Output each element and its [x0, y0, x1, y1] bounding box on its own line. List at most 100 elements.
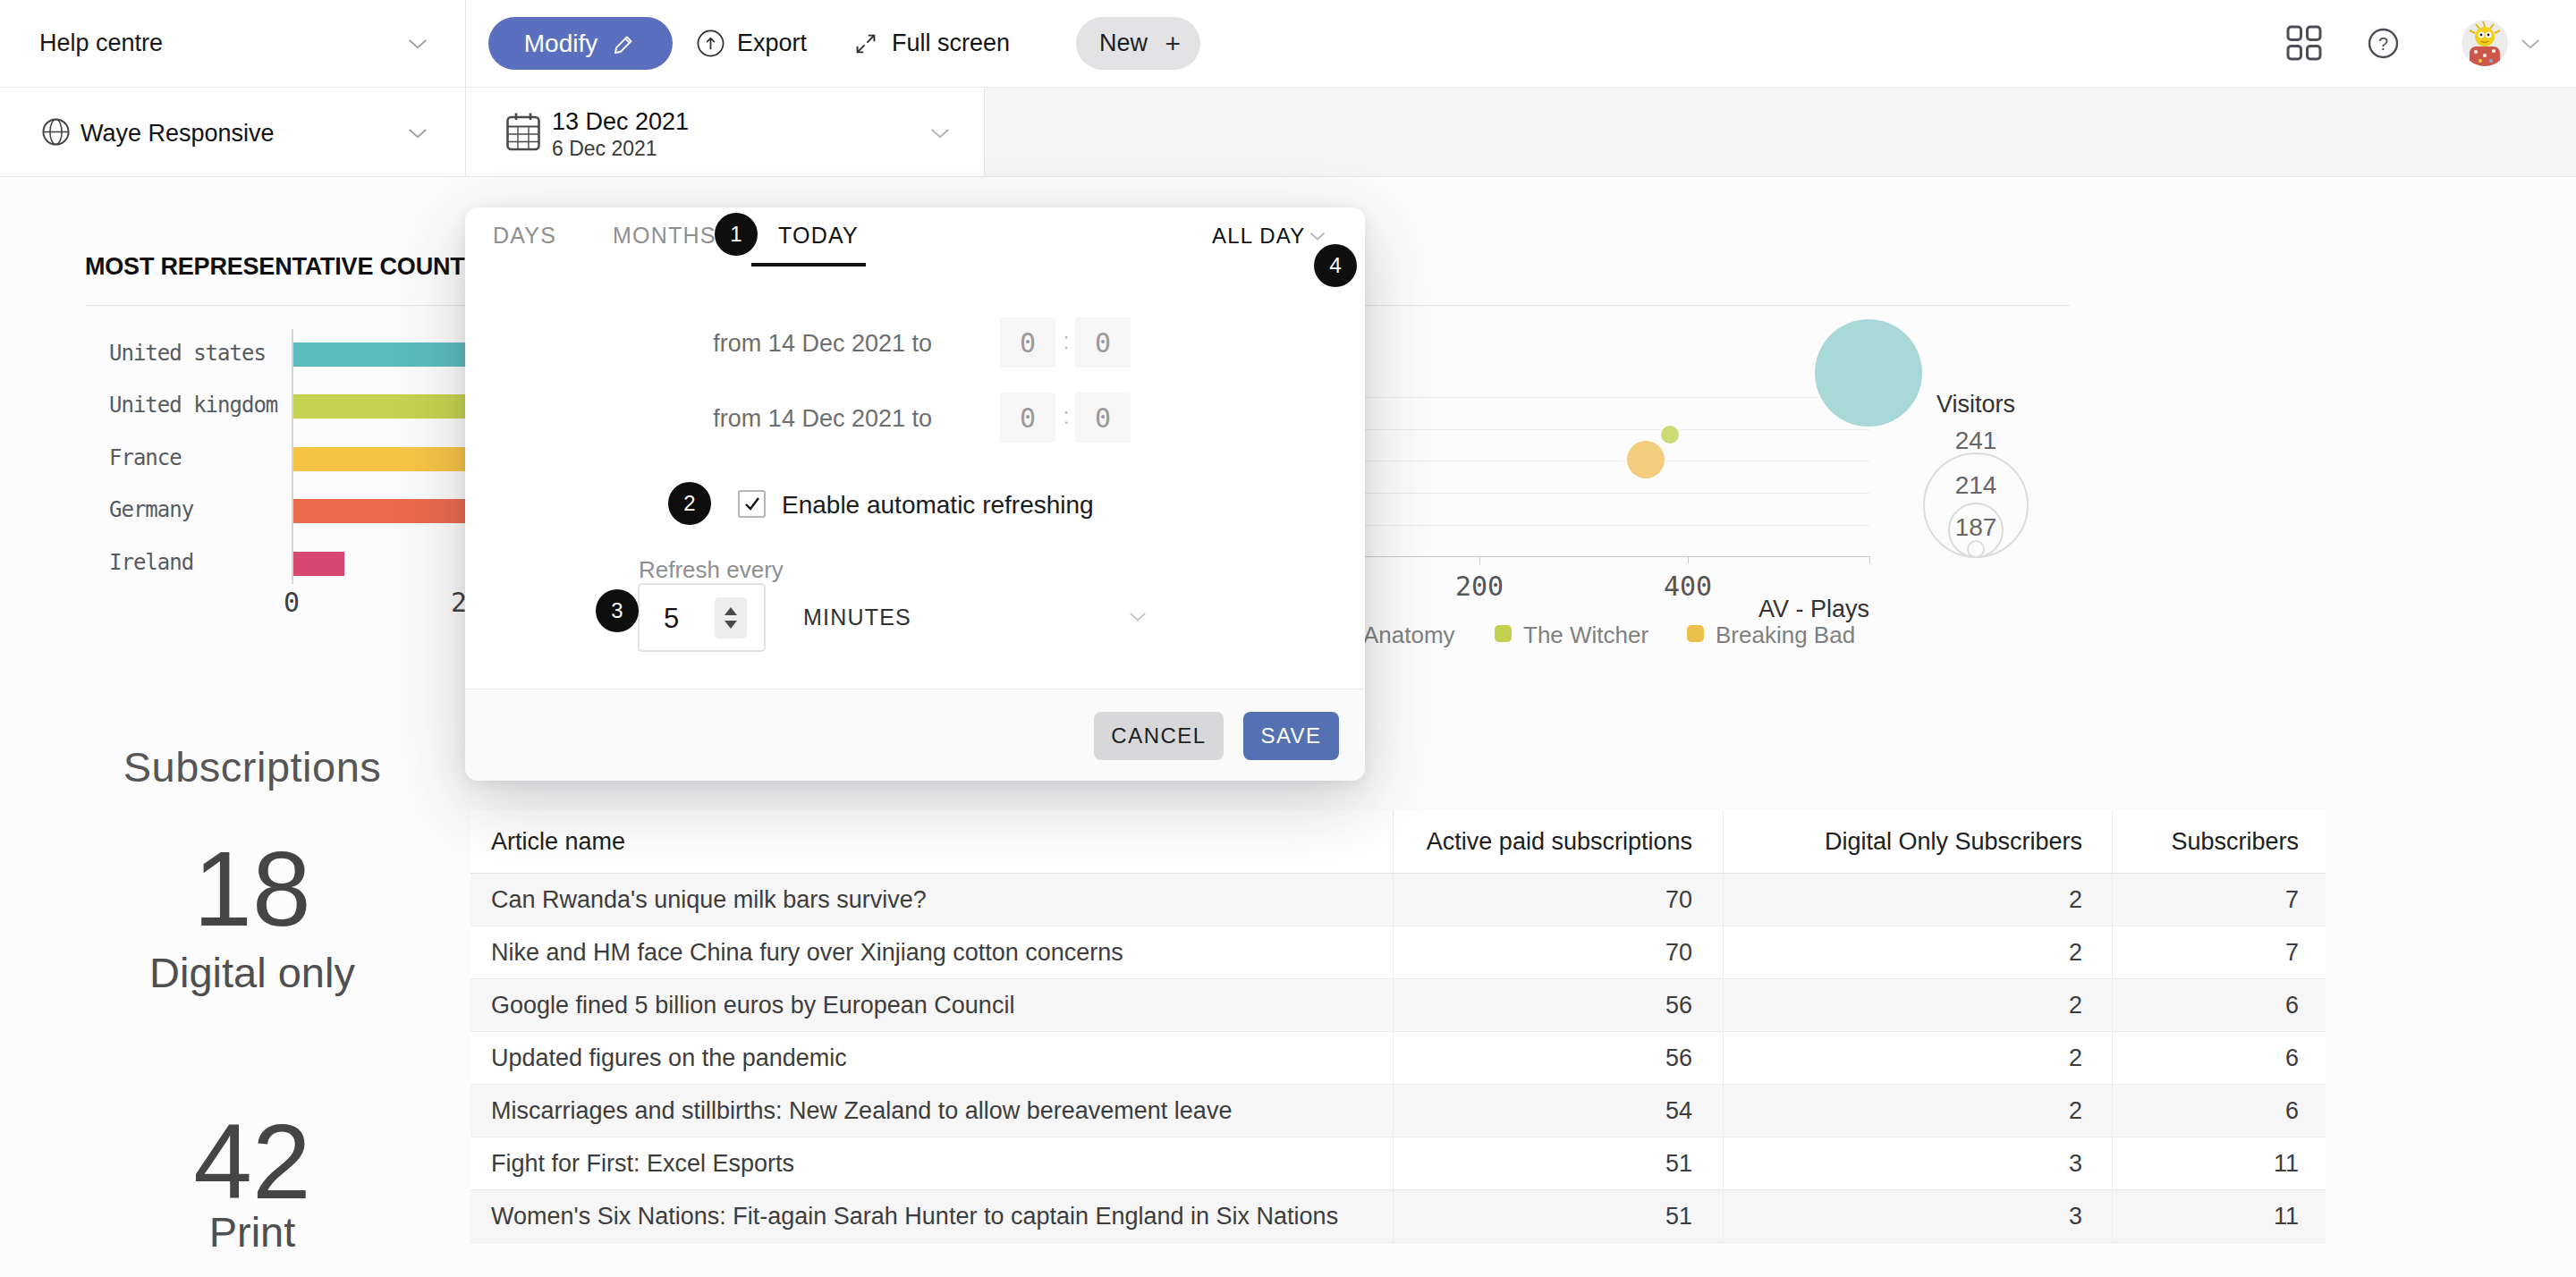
- new-label: New: [1099, 30, 1148, 57]
- legend-label[interactable]: Breaking Bad: [1716, 622, 1855, 649]
- auto-refresh-label: Enable automatic refreshing: [782, 491, 1094, 520]
- column-header: Article name: [470, 828, 1393, 856]
- refresh-unit-select[interactable]: MINUTES: [803, 605, 911, 630]
- size-legend-value: 214: [1886, 471, 2065, 500]
- table-body: Can Rwanda's unique milk bars survive?70…: [470, 874, 2326, 1243]
- page: Help centre Modify Export Full screen Ne…: [0, 0, 2576, 1277]
- help-icon[interactable]: ?: [2367, 27, 2400, 63]
- table-header: Article name Active paid subscriptions D…: [470, 810, 2326, 874]
- help-centre-menu[interactable]: Help centre: [39, 30, 163, 57]
- sub-bar-filler: [985, 88, 2576, 176]
- refresh-value-input[interactable]: 5: [638, 583, 766, 652]
- date-range-picker[interactable]: 13 Dec 2021 6 Dec 2021: [465, 88, 984, 176]
- value-cell: 11: [2112, 1137, 2326, 1189]
- date-secondary: 6 Dec 2021: [552, 137, 657, 161]
- table-row: Updated figures on the pandemic5626: [470, 1032, 2326, 1085]
- avatar[interactable]: [2462, 20, 2508, 70]
- pencil-icon: [612, 31, 637, 56]
- value-cell: 2: [1723, 874, 2112, 926]
- dialog-footer: CANCEL SAVE: [465, 689, 1365, 781]
- minute-input[interactable]: 0: [1075, 393, 1131, 443]
- bubble-x-axis: [1362, 556, 1869, 557]
- size-legend-title: Visitors: [1886, 391, 2065, 419]
- auto-refresh-checkbox[interactable]: [738, 490, 766, 518]
- stepper-down-icon[interactable]: [724, 620, 738, 630]
- chevron-down-icon[interactable]: [408, 127, 428, 143]
- value-cell: 2: [1723, 1032, 2112, 1084]
- gridline: [1362, 493, 1869, 494]
- value-cell: 6: [2112, 1085, 2326, 1137]
- article-name-cell: Nike and HM face China fury over Xinjian…: [470, 939, 1393, 967]
- value-cell: 51: [1393, 1190, 1723, 1242]
- article-name-cell: Women's Six Nations: Fit-again Sarah Hun…: [470, 1203, 1393, 1230]
- refresh-every-label: Refresh every: [639, 556, 784, 584]
- globe-icon: [41, 117, 71, 150]
- value-cell: 3: [1723, 1137, 2112, 1189]
- apps-grid-icon[interactable]: [2286, 25, 2322, 64]
- bubble: [1627, 441, 1665, 478]
- legend-label[interactable]: The Witcher: [1523, 622, 1648, 649]
- table-row: Nike and HM face China fury over Xinjian…: [470, 926, 2326, 979]
- export-button[interactable]: Export: [696, 0, 807, 87]
- value-cell: 54: [1393, 1085, 1723, 1137]
- site-selector[interactable]: Waye Responsive: [80, 120, 275, 148]
- save-button[interactable]: SAVE: [1243, 712, 1339, 760]
- hour-input[interactable]: 0: [1000, 393, 1055, 443]
- bubble-x-axis-label: AV - Plays: [1690, 596, 1869, 623]
- column-header: Active paid subscriptions: [1393, 810, 1723, 873]
- top-bar: Help centre Modify Export Full screen Ne…: [0, 0, 2576, 88]
- cancel-button[interactable]: CANCEL: [1094, 712, 1224, 760]
- chevron-down-icon[interactable]: [408, 38, 428, 54]
- stepper[interactable]: [715, 597, 747, 638]
- table-row: Women's Six Nations: Fit-again Sarah Hun…: [470, 1190, 2326, 1243]
- divider: [984, 88, 985, 176]
- article-name-cell: Can Rwanda's unique milk bars survive?: [470, 886, 1393, 914]
- tab-days[interactable]: DAYS: [493, 223, 556, 249]
- chevron-down-icon[interactable]: [1129, 610, 1147, 626]
- sub-bar: Waye Responsive 13 Dec 2021 6 Dec 2021: [0, 88, 2576, 177]
- value-cell: 56: [1393, 1032, 1723, 1084]
- value-cell: 6: [2112, 1032, 2326, 1084]
- gridline: [1362, 397, 1869, 398]
- chevron-down-icon[interactable]: [1309, 229, 1326, 245]
- legend-swatch: [1687, 625, 1704, 642]
- fullscreen-icon: [852, 30, 880, 58]
- step-badge-3: 3: [596, 589, 639, 632]
- tab-today[interactable]: TODAY: [778, 223, 859, 249]
- table-row: Fight for First: Excel Esports51311: [470, 1137, 2326, 1190]
- axis-tick: [1479, 556, 1480, 563]
- legend-label[interactable]: Anatomy: [1363, 622, 1455, 649]
- new-button[interactable]: New +: [1076, 17, 1200, 70]
- table-row: Miscarriages and stillbirths: New Zealan…: [470, 1085, 2326, 1137]
- table-row: Google fined 5 billion euros by European…: [470, 979, 2326, 1032]
- table-row: Can Rwanda's unique milk bars survive?70…: [470, 874, 2326, 926]
- stepper-up-icon[interactable]: [724, 606, 738, 616]
- minute-input[interactable]: 0: [1075, 317, 1131, 368]
- step-badge-1: 1: [715, 213, 758, 256]
- export-label: Export: [737, 30, 807, 57]
- hour-input[interactable]: 0: [1000, 317, 1055, 368]
- fullscreen-label: Full screen: [892, 30, 1010, 57]
- size-legend-value: 187: [1886, 513, 2065, 542]
- legend-swatch: [1495, 625, 1512, 642]
- value-cell: 7: [2112, 874, 2326, 926]
- value-cell: 11: [2112, 1190, 2326, 1242]
- axis-tick: [1869, 556, 1870, 563]
- chevron-down-icon[interactable]: [2521, 38, 2540, 54]
- date-settings-dialog: DAYS MONTHS TODAY ALL DAY from 14 Dec 20…: [465, 207, 1365, 780]
- modify-button[interactable]: Modify: [488, 17, 673, 70]
- all-day-select[interactable]: ALL DAY: [1212, 224, 1305, 249]
- article-name-cell: Fight for First: Excel Esports: [470, 1150, 1393, 1178]
- fullscreen-button[interactable]: Full screen: [852, 0, 1010, 87]
- size-legend-ring: [1967, 540, 1985, 558]
- plus-icon: +: [1165, 29, 1181, 59]
- tab-months[interactable]: MONTHS: [613, 223, 716, 249]
- checkmark-icon: [743, 495, 761, 513]
- step-badge-2: 2: [668, 482, 711, 525]
- value-cell: 2: [1723, 1085, 2112, 1137]
- value-cell: 7: [2112, 926, 2326, 978]
- gridline: [1362, 525, 1869, 526]
- divider: [465, 0, 466, 176]
- value-cell: 6: [2112, 979, 2326, 1031]
- axis-tick: [1688, 556, 1689, 563]
